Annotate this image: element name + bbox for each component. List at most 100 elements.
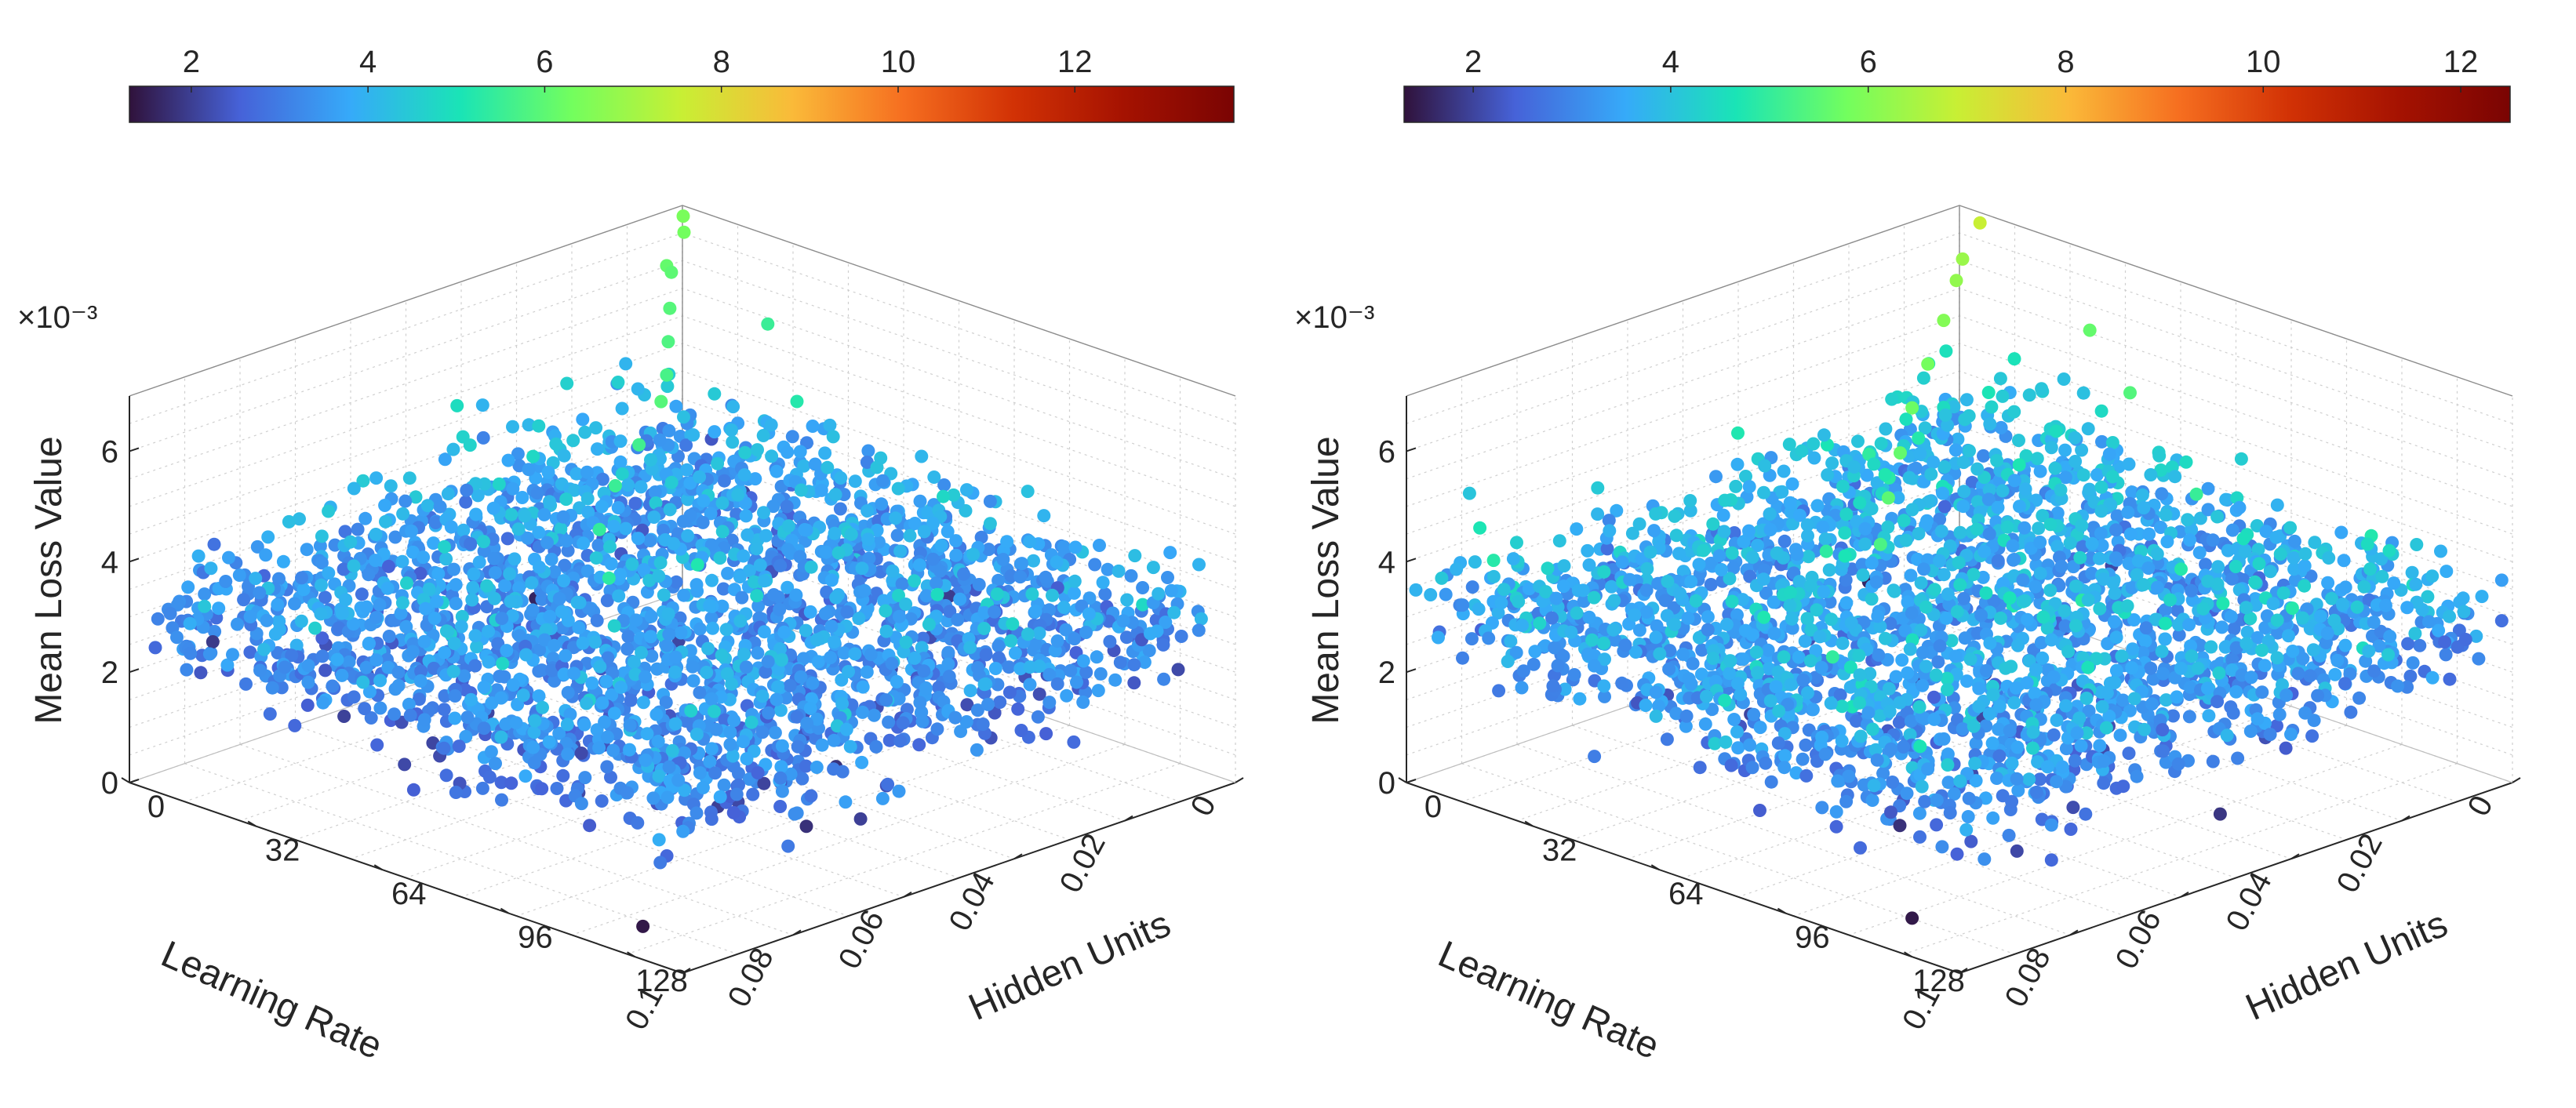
scatter-point (715, 496, 730, 510)
scatter-point (581, 505, 595, 519)
scatter-point (465, 593, 479, 607)
scatter-point (1660, 732, 1674, 747)
scatter-point (2434, 544, 2447, 558)
scatter-point (623, 718, 637, 732)
scatter-point (1957, 591, 1971, 605)
scatter-point (2327, 613, 2341, 627)
scatter-point (665, 743, 679, 757)
scatter-point (347, 559, 361, 573)
scatter-point (1456, 598, 1470, 612)
scatter-point (1164, 583, 1178, 598)
scatter-point (896, 716, 910, 730)
scatter-point (1028, 638, 1042, 652)
scatter-point (1576, 583, 1590, 598)
scatter-point (649, 707, 664, 721)
floor-edge (682, 591, 1236, 783)
scatter-point (767, 588, 780, 601)
scatter-point (532, 689, 546, 703)
scatter-point (1582, 558, 1596, 572)
scatter-point (1914, 576, 1928, 590)
scatter-point (676, 209, 690, 223)
scatter-point (844, 527, 858, 541)
scatter-point (893, 544, 908, 558)
x-tick (2180, 891, 2189, 898)
scatter-point (1639, 583, 1654, 598)
scatter-point (522, 418, 536, 432)
scatter-point (893, 609, 906, 623)
scatter-point (974, 530, 988, 544)
scatter-point (2298, 559, 2312, 573)
scatter-point (2035, 382, 2049, 396)
scatter-point (446, 442, 460, 456)
scatter-point (170, 630, 184, 645)
scatter-point (631, 532, 646, 546)
scatter-point (993, 696, 1007, 709)
z-tick-label: 0 (101, 766, 118, 801)
scatter-point (552, 726, 566, 740)
scatter-point (1686, 656, 1700, 670)
scatter-point (406, 783, 420, 797)
scatter-point (1783, 586, 1797, 599)
scatter-point (301, 675, 315, 689)
scatter-point (2206, 533, 2220, 547)
colorbar-tick-label: 8 (2057, 45, 2074, 79)
scatter-point (1872, 648, 1886, 662)
scatter-point (243, 610, 257, 623)
scatter-point (751, 646, 765, 660)
scatter-point (1911, 552, 1924, 566)
scatter-point (793, 445, 807, 459)
scatter-point (2383, 630, 2397, 644)
scatter-point (391, 678, 406, 692)
scatter-point (527, 756, 541, 770)
scatter-point (204, 561, 218, 576)
scatter-point (2115, 649, 2129, 663)
scatter-point (1800, 518, 1814, 532)
scatter-point (819, 545, 833, 559)
scatter-point (487, 551, 501, 565)
scatter-point (1927, 690, 1941, 704)
scatter-point (649, 496, 663, 510)
scatter-point (1683, 503, 1697, 518)
scatter-point (2367, 616, 2381, 629)
scatter-point (370, 738, 384, 752)
scatter-point (1770, 547, 1784, 561)
scatter-point (2174, 562, 2188, 576)
scatter-point (1757, 485, 1770, 500)
scatter-point (1046, 588, 1059, 602)
scatter-point (342, 655, 356, 669)
scatter-point (257, 642, 271, 656)
scatter-point (921, 506, 935, 520)
scatter-point (413, 566, 428, 580)
scatter-point (484, 745, 498, 759)
scatter-point (1533, 616, 1547, 630)
scatter-point (988, 605, 1002, 619)
scatter-point (864, 648, 878, 662)
y-axis-line (1959, 782, 2513, 974)
scatter-point (220, 658, 235, 672)
scatter-point (1639, 699, 1653, 712)
scatter-point (796, 652, 810, 666)
scatter-point (250, 539, 264, 554)
scatter-point (615, 401, 629, 416)
scatter-point (1897, 514, 1911, 528)
scatter-point (662, 423, 676, 438)
scatter-point (1950, 605, 1964, 619)
scatter-point (2185, 523, 2199, 536)
y-tick-label: 128 (635, 964, 688, 998)
scatter-point (1858, 537, 1872, 551)
x-tick (1124, 815, 1133, 822)
scatter-point (662, 627, 676, 641)
scatter-point (1759, 586, 1773, 600)
scatter-point (1851, 434, 1865, 449)
scatter-point (2227, 622, 2241, 636)
scatter-point (2123, 386, 2137, 400)
scatter-point (860, 456, 874, 469)
scatter-point (2284, 728, 2298, 741)
scatter-point (1506, 552, 1520, 566)
scatter-point (1905, 503, 1919, 517)
scatter-point (2137, 501, 2151, 515)
scatter-point (773, 602, 787, 616)
scatter-point (1697, 543, 1711, 558)
scatter-point (1672, 547, 1686, 561)
scatter-point (1891, 491, 1905, 505)
